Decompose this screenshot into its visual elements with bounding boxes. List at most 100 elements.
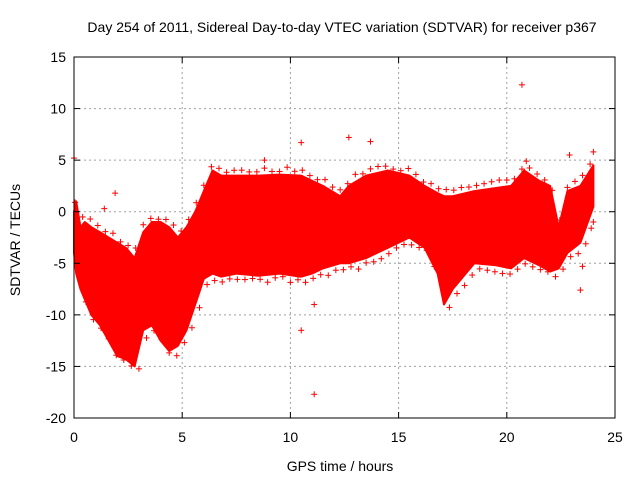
band-edge-marker: [82, 298, 89, 305]
band-edge-marker: [188, 324, 195, 331]
band-edge-marker: [412, 171, 419, 178]
band-edge-marker: [461, 282, 468, 289]
band-edge-marker: [443, 186, 450, 193]
data-band: [72, 161, 597, 372]
y-tick-label: -15: [46, 358, 66, 374]
band-edge-marker: [491, 268, 498, 275]
band-edge-marker: [401, 241, 408, 248]
band-edge-marker: [204, 281, 211, 288]
outlier-marker: [311, 301, 318, 308]
band-edge-marker: [534, 170, 541, 177]
band-edge-marker: [253, 168, 260, 175]
band-edge-marker: [185, 216, 192, 223]
band-edge-marker: [385, 250, 392, 257]
band-edge-marker: [484, 267, 491, 274]
band-edge-marker: [147, 215, 154, 222]
band-edge-marker: [473, 182, 480, 189]
band-edge-marker: [234, 276, 241, 283]
outlier-marker: [566, 151, 573, 158]
band-edge-marker: [393, 244, 400, 251]
band-edge-marker: [98, 325, 105, 332]
band-edge-marker: [571, 178, 578, 185]
band-edge-marker: [208, 163, 215, 170]
band-edge-marker: [79, 213, 86, 220]
band-edge-marker: [420, 178, 427, 185]
band-edge-marker: [317, 271, 324, 278]
band-edge-marker: [344, 180, 351, 187]
band-edge-marker: [587, 161, 594, 168]
outlier-marker: [298, 327, 305, 334]
band-edge-marker: [196, 304, 203, 311]
band-edge-marker: [261, 165, 268, 172]
band-edge-marker: [363, 259, 370, 266]
band-edge-marker: [503, 177, 510, 184]
band-edge-marker: [181, 339, 188, 346]
band-edge-marker: [219, 278, 226, 285]
band-edge-marker: [211, 277, 218, 284]
band-edge-marker: [75, 264, 82, 271]
x-tick-label: 20: [499, 429, 515, 445]
band-edge-marker: [102, 228, 109, 235]
band-edge-marker: [178, 228, 185, 235]
band-edge-marker: [537, 266, 544, 273]
outlier-marker: [345, 134, 352, 141]
band-edge-marker: [496, 177, 503, 184]
x-axis-label: GPS time / hours: [287, 458, 394, 474]
band-edge-marker: [310, 275, 317, 282]
band-edge-marker: [158, 336, 165, 343]
band-edge-marker: [549, 187, 556, 194]
band-edge-marker: [143, 334, 150, 341]
band-edge-marker: [375, 163, 382, 170]
band-edge-marker: [276, 168, 283, 175]
outlier-marker: [523, 158, 530, 165]
outlier-marker: [298, 139, 305, 146]
band-edge-marker: [465, 184, 472, 191]
outlier-marker: [577, 287, 584, 294]
band-edge-marker: [241, 276, 248, 283]
band-edge-marker: [367, 165, 374, 172]
band-edge-marker: [155, 216, 162, 223]
band-edge-marker: [120, 357, 127, 364]
band-edge-marker: [215, 165, 222, 172]
band-edge-marker: [166, 349, 173, 356]
outlier-marker: [590, 148, 597, 155]
band-edge-marker: [314, 176, 321, 183]
band-edge-marker: [105, 335, 112, 342]
band-edge-marker: [193, 199, 200, 206]
band-edge-marker: [337, 186, 344, 193]
sdtvar-band: [73, 164, 595, 368]
band-edge-marker: [347, 263, 354, 270]
band-edge-marker: [284, 164, 291, 171]
band-edge-marker: [170, 222, 177, 229]
y-tick-label: 0: [58, 204, 66, 220]
band-edge-marker: [514, 266, 521, 273]
x-tick-label: 25: [607, 429, 623, 445]
band-edge-marker: [117, 238, 124, 245]
plot-frame: [73, 56, 616, 419]
band-edge-marker: [272, 274, 279, 281]
band-edge-marker: [378, 255, 385, 262]
band-edge-marker: [359, 170, 366, 177]
band-edge-marker: [249, 275, 256, 282]
x-tick-label: 5: [178, 429, 186, 445]
band-edge-marker: [590, 218, 597, 225]
outlier-marker: [518, 81, 525, 88]
band-edge-marker: [564, 184, 571, 191]
band-edge-marker: [567, 253, 574, 260]
band-edge-marker: [94, 222, 101, 229]
band-edge-marker: [397, 167, 404, 174]
outlier-marker: [261, 157, 268, 164]
band-edge-marker: [446, 304, 453, 311]
band-edge-marker: [556, 217, 563, 224]
band-edge-marker: [431, 263, 438, 270]
band-edge-marker: [507, 271, 514, 278]
band-edge-marker: [476, 265, 483, 272]
band-edge-marker: [151, 327, 158, 334]
axis-ticks: 0 5 10 15 20 25 -20 -15 -10 -5 0 5 10 15: [46, 49, 623, 445]
band-edge-marker: [306, 172, 313, 179]
band-edge-marker: [246, 168, 253, 175]
band-edge-marker: [416, 244, 423, 251]
outlier-marker: [579, 263, 586, 270]
band-edge-marker: [257, 276, 264, 283]
